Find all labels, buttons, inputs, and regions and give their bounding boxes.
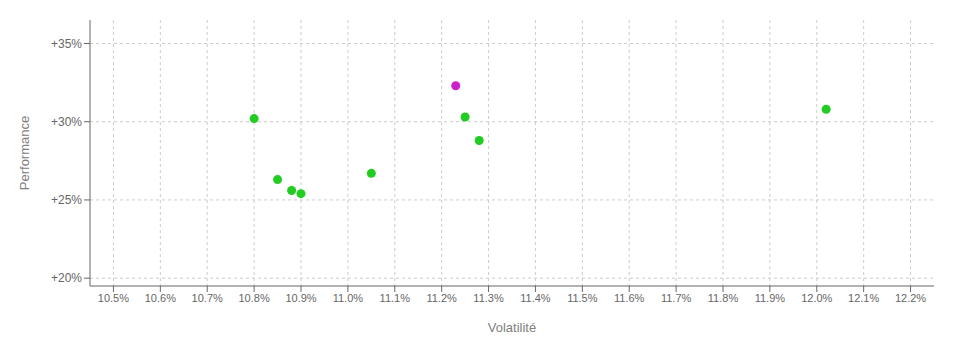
- svg-text:11.3%: 11.3%: [473, 292, 504, 304]
- svg-text:+20%: +20%: [51, 271, 82, 285]
- svg-text:12.0%: 12.0%: [801, 292, 832, 304]
- svg-text:12.2%: 12.2%: [895, 292, 926, 304]
- svg-text:Performance: Performance: [17, 116, 32, 190]
- svg-text:11.2%: 11.2%: [426, 292, 457, 304]
- svg-text:12.1%: 12.1%: [848, 292, 879, 304]
- svg-text:11.1%: 11.1%: [380, 292, 411, 304]
- svg-text:+35%: +35%: [51, 37, 82, 51]
- svg-text:10.7%: 10.7%: [192, 292, 223, 304]
- svg-text:10.8%: 10.8%: [239, 292, 270, 304]
- svg-text:11.0%: 11.0%: [333, 292, 364, 304]
- svg-text:11.6%: 11.6%: [614, 292, 645, 304]
- svg-text:10.6%: 10.6%: [145, 292, 176, 304]
- svg-text:11.4%: 11.4%: [520, 292, 551, 304]
- svg-text:10.9%: 10.9%: [285, 292, 316, 304]
- svg-text:+30%: +30%: [51, 115, 82, 129]
- svg-text:+25%: +25%: [51, 193, 82, 207]
- svg-text:10.5%: 10.5%: [98, 292, 129, 304]
- svg-text:11.5%: 11.5%: [567, 292, 598, 304]
- svg-text:11.8%: 11.8%: [708, 292, 739, 304]
- svg-text:11.9%: 11.9%: [755, 292, 786, 304]
- svg-text:Volatilité: Volatilité: [488, 320, 536, 335]
- svg-text:11.7%: 11.7%: [661, 292, 692, 304]
